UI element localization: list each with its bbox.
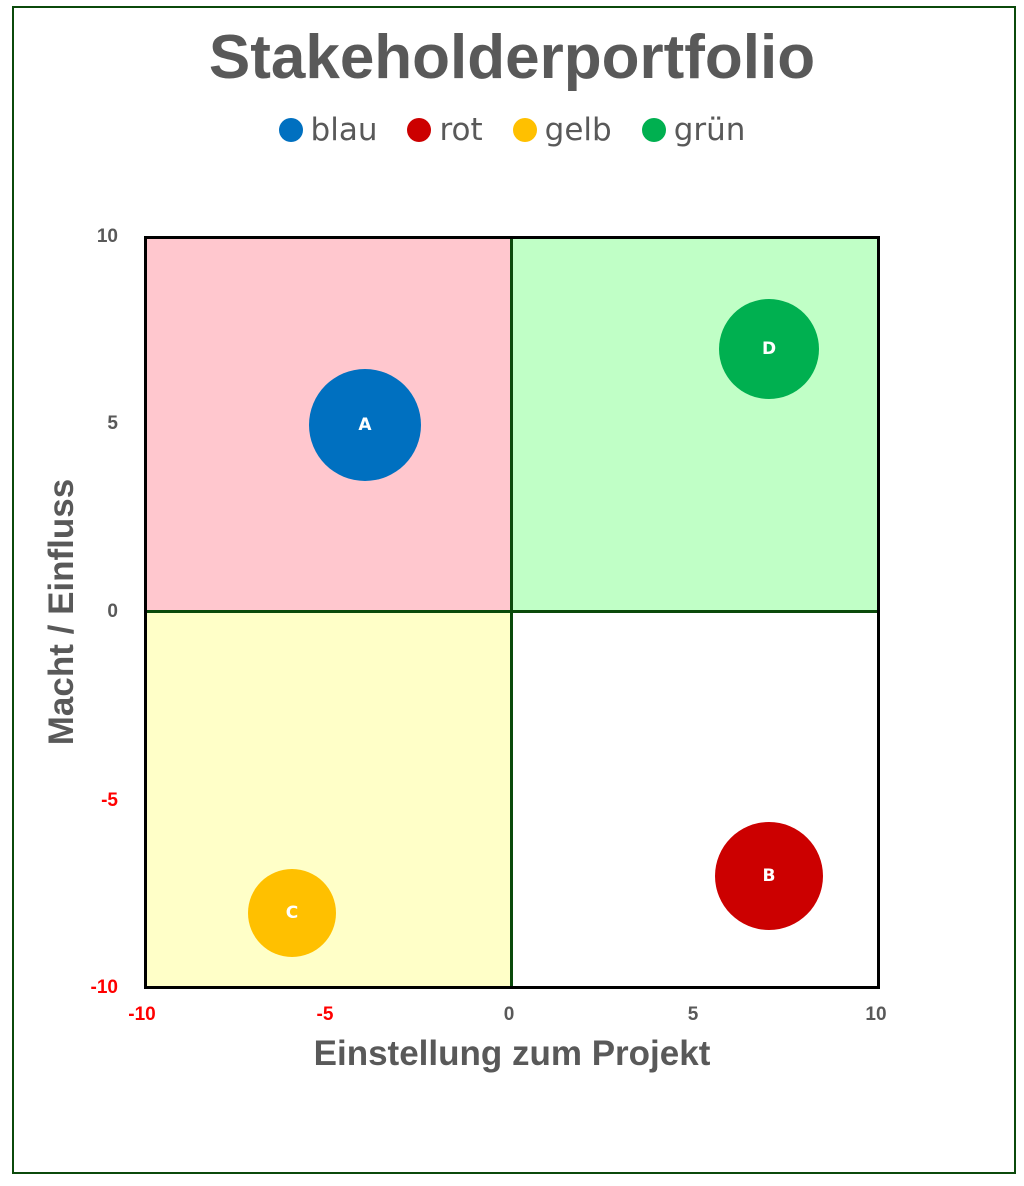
x-axis-label: Einstellung zum Projekt [313, 1034, 711, 1073]
bubble-label: D [761, 339, 777, 359]
bubble-label: A [358, 415, 372, 435]
bubble-d[interactable]: D [719, 299, 819, 399]
y-tick: 0 [107, 601, 118, 622]
legend-item-blau: blau [278, 112, 378, 148]
x-tick: 0 [503, 1004, 515, 1025]
legend-label: gelb [544, 112, 612, 148]
x-tick: 10 [865, 1004, 887, 1025]
quadrant-bottom-right [512, 612, 880, 989]
x-tick: -10 [128, 1004, 156, 1025]
plot-area: A B C D [144, 236, 880, 989]
bubble-label: B [762, 866, 776, 886]
legend-item-gelb: gelb [512, 112, 612, 148]
legend-dot-icon [641, 118, 666, 142]
chart-frame [12, 6, 1016, 1174]
bubble-a[interactable]: A [309, 369, 421, 481]
y-tick: 5 [107, 413, 118, 434]
legend-dot-icon [407, 118, 432, 142]
legend-label: rot [439, 112, 483, 148]
y-tick: 10 [96, 226, 118, 247]
x-tick: -5 [316, 1004, 334, 1025]
y-tick: -10 [90, 977, 118, 998]
legend: blau rot gelb grün [0, 112, 1024, 148]
legend-dot-icon [278, 118, 303, 142]
chart-title: Stakeholderportfolio [208, 23, 816, 92]
legend-label: blau [310, 112, 378, 148]
bubble-label: C [285, 903, 299, 923]
x-zero-line [144, 610, 880, 613]
plot-border [144, 236, 880, 989]
legend-item-gruen: grün [641, 112, 746, 148]
x-tick: 5 [687, 1004, 699, 1025]
y-tick: -5 [101, 790, 118, 811]
legend-label: grün [673, 112, 746, 148]
legend-item-rot: rot [407, 112, 483, 148]
quadrant-top-right [512, 236, 880, 612]
y-axis-label: Macht / Einfluss [42, 478, 81, 746]
bubble-c[interactable]: C [248, 869, 336, 957]
bubble-b[interactable]: B [715, 822, 823, 930]
legend-dot-icon [512, 118, 537, 142]
